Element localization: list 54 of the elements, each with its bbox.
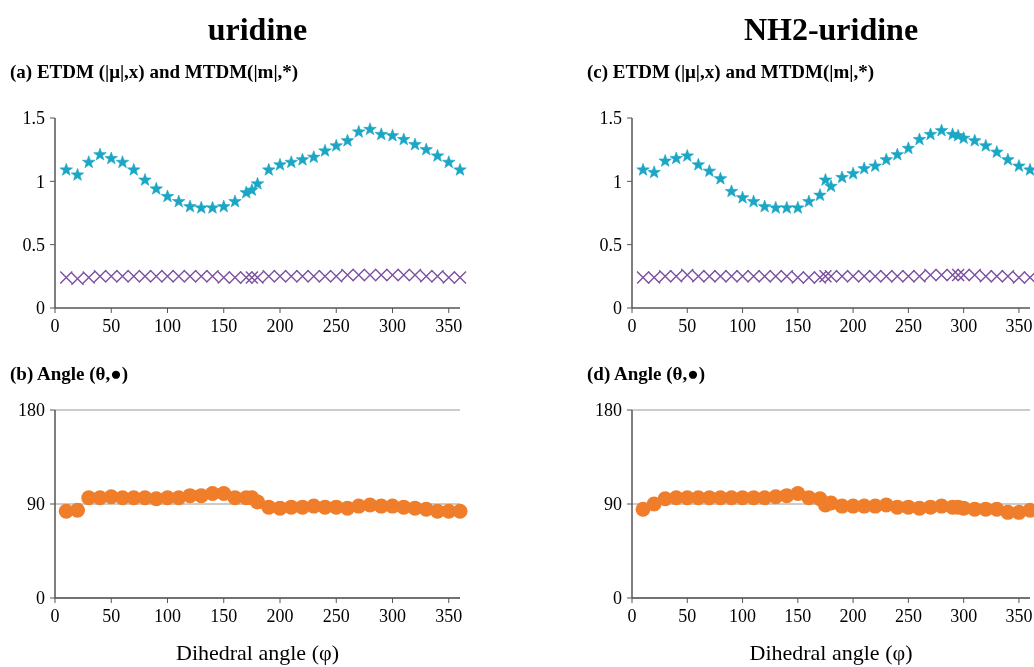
y-tick-label: 1.5	[599, 108, 622, 129]
x-tick-label: 50	[678, 606, 697, 626]
x-tick-label: 200	[839, 316, 867, 336]
x-tick-label: 100	[154, 606, 181, 626]
x-tick-label: 200	[266, 606, 294, 626]
chart-title: uridine	[207, 11, 308, 47]
y-tick-label: 180	[595, 400, 622, 421]
y-tick-label: 0	[36, 298, 45, 319]
x-tick-label: 200	[839, 606, 867, 626]
y-tick-label: 0	[613, 588, 622, 609]
x-tick-label: 150	[784, 606, 812, 626]
x-tick-label: 50	[102, 316, 121, 336]
y-tick-label: 1.5	[22, 108, 45, 129]
x-tick-label: 100	[154, 316, 181, 336]
x-tick-label: 300	[379, 606, 406, 626]
chart-title: NH2-uridine	[743, 11, 919, 47]
y-tick-label: 90	[27, 494, 45, 515]
x-tick-label: 350	[1005, 606, 1033, 626]
y-tick-label: 0	[36, 588, 45, 609]
x-tick-label: 150	[784, 316, 812, 336]
y-tick-label: 0.5	[599, 234, 622, 255]
x-tick-label: 200	[266, 316, 294, 336]
x-tick-label: 250	[894, 316, 922, 336]
x-tick-label: 350	[435, 316, 463, 336]
x-tick-label: 350	[1005, 316, 1033, 336]
x-tick-label: 0	[627, 316, 637, 336]
x-tick-label: 50	[102, 606, 121, 626]
x-tick-label: 150	[210, 316, 238, 336]
y-tick-label: 90	[604, 494, 622, 515]
x-tick-label: 250	[894, 606, 922, 626]
chart-subtitle: (a) ETDM (|μ|,x) and MTDM(|m|,*)	[10, 61, 299, 83]
x-tick-label: 350	[435, 606, 463, 626]
y-tick-label: 1	[36, 171, 45, 192]
x-axis-title: Dihedral angle (φ)	[176, 640, 339, 665]
x-tick-label: 250	[322, 606, 350, 626]
x-tick-label: 150	[210, 606, 238, 626]
chart-subtitle: (c) ETDM (|μ|,x) and MTDM(|m|,*)	[587, 61, 875, 83]
x-tick-label: 0	[50, 316, 60, 336]
y-tick-label: 180	[18, 400, 45, 421]
y-tick-label: 0	[613, 298, 622, 319]
x-tick-label: 50	[678, 316, 697, 336]
chart-title: (d) Angle (θ,●)	[587, 363, 705, 385]
x-tick-label: 300	[950, 316, 978, 336]
x-tick-label: 0	[50, 606, 60, 626]
x-axis-title: Dihedral angle (φ)	[749, 640, 913, 665]
y-tick-label: 1	[613, 171, 622, 192]
x-tick-label: 300	[950, 606, 978, 626]
x-tick-label: 0	[627, 606, 637, 626]
x-tick-label: 100	[729, 606, 757, 626]
y-tick-label: 0.5	[22, 234, 45, 255]
x-tick-label: 100	[729, 316, 757, 336]
x-tick-label: 300	[379, 316, 406, 336]
x-tick-label: 250	[322, 316, 350, 336]
chart-title: (b) Angle (θ,●)	[10, 363, 128, 385]
